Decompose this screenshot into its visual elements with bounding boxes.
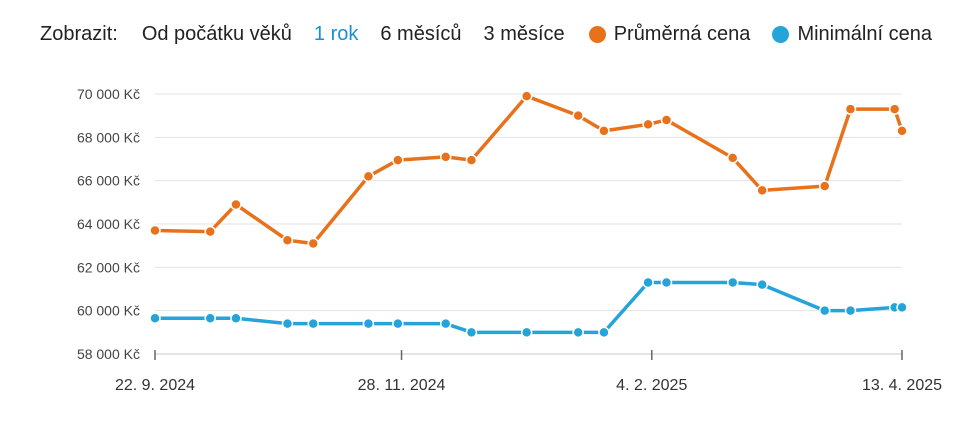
average-price-point[interactable] (598, 125, 610, 137)
average-price-point[interactable] (660, 114, 673, 126)
minimum-price-point[interactable] (642, 276, 654, 289)
average-price-point[interactable] (756, 184, 768, 197)
chart-controls: Zobrazit: Od počátku věků 1 rok 6 měsíců… (40, 18, 952, 50)
minimum-price-point[interactable] (520, 326, 533, 339)
legend-minimum-dot (772, 25, 790, 43)
average-price-point[interactable] (896, 125, 908, 137)
minimum-price-point[interactable] (362, 317, 375, 330)
legend-minimum-label: Minimální cena (797, 22, 932, 45)
minimum-price-point[interactable] (660, 276, 673, 289)
x-tick-label: 13. 4. 2025 (862, 377, 942, 394)
minimum-price-point[interactable] (392, 317, 404, 330)
minimum-price-point[interactable] (230, 312, 242, 324)
average-price-point[interactable] (149, 224, 161, 237)
minimum-price-point[interactable] (149, 312, 161, 324)
minimum-price-point[interactable] (307, 317, 319, 330)
average-price-point[interactable] (281, 234, 294, 246)
minimum-price-point[interactable] (844, 304, 857, 317)
average-price-point[interactable] (520, 90, 533, 102)
minimum-price-point[interactable] (598, 326, 610, 339)
legend-minimum-price[interactable]: Minimální cena (772, 23, 932, 46)
minimum-price-point[interactable] (439, 317, 452, 330)
minimum-price-point[interactable] (465, 326, 478, 339)
average-price-point[interactable] (230, 198, 242, 211)
average-price-point[interactable] (818, 180, 831, 192)
minimum-price-point[interactable] (896, 301, 908, 314)
range-6-months-button[interactable]: 6 měsíců (380, 22, 462, 45)
average-price-point[interactable] (726, 152, 739, 164)
grid-layer (155, 93, 902, 312)
y-tick-label: 62 000 Kč (77, 259, 140, 275)
range-all-time-button[interactable]: Od počátku věků (141, 22, 292, 45)
y-tick-label: 68 000 Kč (77, 129, 140, 145)
show-label: Zobrazit: (40, 22, 118, 45)
x-tick-label: 28. 11. 2024 (358, 377, 446, 394)
minimum-price-point[interactable] (281, 317, 294, 330)
average-price-point[interactable] (465, 154, 478, 166)
average-price-point[interactable] (439, 151, 452, 163)
minimum-price-point[interactable] (756, 278, 768, 291)
y-tick-label: 66 000 Kč (77, 173, 140, 189)
axis-layer: 58 000 Kč 60 000 Kč 62 000 Kč 64 000 Kč 66 0… (77, 86, 942, 394)
minimum-price-point[interactable] (818, 304, 831, 317)
y-tick-label: 70 000 Kč (77, 86, 140, 102)
average-price-point[interactable] (572, 109, 584, 122)
average-price-line (153, 94, 904, 246)
average-price-point[interactable] (392, 154, 404, 166)
average-price-point[interactable] (642, 118, 654, 131)
legend-average-label: Průměrná cena (613, 22, 751, 45)
range-3-months-button[interactable]: 3 měsíce (483, 22, 565, 45)
x-tick-label: 4. 2. 2025 (616, 377, 687, 394)
y-tick-label: 64 000 Kč (77, 216, 140, 232)
series-layer (149, 90, 908, 339)
average-price-point[interactable] (204, 225, 216, 238)
average-price-point[interactable] (888, 103, 901, 115)
minimum-price-point[interactable] (572, 326, 584, 339)
y-tick-label: 60 000 Kč (77, 303, 140, 319)
average-price-point[interactable] (307, 237, 319, 250)
range-1-year-button[interactable]: 1 rok (313, 22, 359, 45)
average-price-point[interactable] (844, 103, 857, 115)
x-tick-label: 22. 9. 2024 (115, 377, 195, 394)
minimum-price-point[interactable] (204, 312, 216, 324)
minimum-price-point[interactable] (726, 276, 739, 289)
y-tick-label: 58 000 Kč (77, 346, 140, 362)
average-price-point[interactable] (362, 170, 375, 183)
minimum-price-line (153, 280, 904, 335)
legend-average-price[interactable]: Průměrná cena (588, 22, 751, 46)
legend-average-dot (588, 25, 606, 43)
